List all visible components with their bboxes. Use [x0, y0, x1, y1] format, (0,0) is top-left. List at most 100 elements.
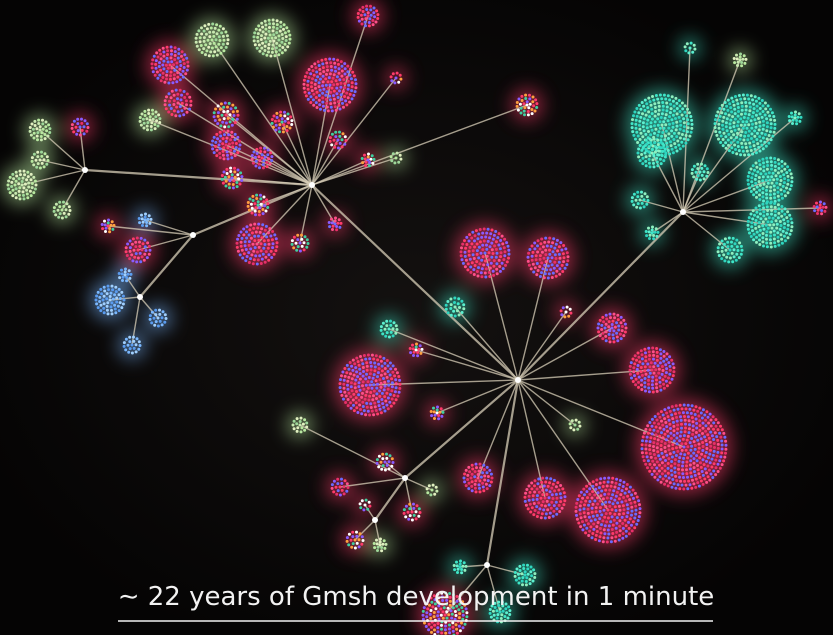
- file-node: [488, 258, 491, 261]
- file-node: [555, 257, 558, 260]
- file-node: [753, 129, 756, 132]
- file-node: [310, 81, 313, 84]
- file-node: [425, 625, 428, 628]
- file-node: [221, 142, 224, 145]
- file-node: [713, 450, 716, 453]
- file-node: [465, 469, 468, 472]
- file-node: [148, 245, 151, 248]
- file-node: [269, 34, 272, 37]
- file-node: [615, 478, 618, 481]
- file-node: [417, 515, 420, 518]
- file-node: [318, 99, 321, 102]
- file-node: [328, 225, 331, 228]
- file-node: [519, 569, 522, 572]
- file-node: [282, 130, 285, 133]
- file-node: [483, 479, 486, 482]
- file-node: [31, 186, 34, 189]
- file-node: [415, 349, 418, 352]
- file-node: [496, 252, 499, 255]
- file-node: [595, 506, 598, 509]
- file-node: [751, 115, 754, 118]
- file-node: [599, 535, 602, 538]
- file-node: [794, 114, 797, 117]
- file-node: [388, 467, 391, 470]
- file-node: [532, 104, 535, 107]
- file-node: [71, 123, 74, 126]
- file-node: [211, 144, 214, 147]
- file-node: [324, 77, 327, 80]
- file-node: [622, 485, 625, 488]
- file-node: [764, 114, 767, 117]
- file-node: [705, 481, 708, 484]
- file-node: [520, 112, 523, 115]
- file-node: [651, 418, 654, 421]
- file-node: [662, 350, 665, 353]
- file-node: [231, 118, 234, 121]
- file-node: [257, 155, 260, 158]
- file-node: [540, 261, 543, 264]
- file-node: [647, 369, 650, 372]
- file-node: [601, 503, 604, 506]
- file-node: [186, 111, 189, 114]
- file-node: [263, 204, 266, 207]
- file-node: [473, 257, 476, 260]
- file-node: [664, 421, 667, 424]
- file-node: [364, 377, 367, 380]
- file-node: [637, 155, 640, 158]
- file-node: [728, 114, 731, 117]
- file-node: [368, 164, 371, 167]
- file-node: [775, 219, 778, 222]
- file-node: [248, 209, 251, 212]
- file-node: [548, 237, 551, 240]
- file-node: [265, 54, 268, 57]
- file-node: [394, 368, 397, 371]
- file-node: [767, 182, 770, 185]
- file-node: [764, 218, 767, 221]
- file-node: [239, 171, 242, 174]
- file-node: [343, 86, 346, 89]
- file-node: [697, 174, 700, 177]
- file-node: [359, 502, 362, 505]
- file-node: [766, 160, 769, 163]
- file-node: [238, 148, 241, 151]
- file-node: [251, 231, 254, 234]
- file-node: [39, 125, 42, 128]
- file-node: [596, 514, 599, 517]
- file-node: [233, 114, 236, 117]
- file-node: [500, 617, 503, 620]
- file-node: [735, 259, 738, 262]
- file-node: [584, 515, 587, 518]
- file-node: [309, 72, 312, 75]
- file-node: [179, 89, 182, 92]
- file-node: [346, 76, 349, 79]
- file-node: [230, 131, 233, 134]
- file-node: [356, 375, 359, 378]
- file-node: [561, 264, 564, 267]
- file-node: [318, 85, 321, 88]
- file-node: [667, 462, 670, 465]
- file-node: [457, 568, 460, 571]
- file-node: [615, 321, 618, 324]
- file-node: [591, 490, 594, 493]
- file-node: [661, 112, 664, 115]
- file-node: [753, 214, 756, 217]
- file-node: [335, 109, 338, 112]
- file-node: [777, 195, 780, 198]
- file-node: [690, 131, 693, 134]
- file-node: [516, 105, 519, 108]
- file-node: [665, 152, 668, 155]
- file-node: [29, 130, 32, 133]
- file-node: [332, 490, 335, 493]
- file-node: [189, 104, 192, 107]
- file-node: [242, 228, 245, 231]
- file-node: [652, 354, 655, 357]
- file-node: [267, 51, 270, 54]
- file-node: [351, 85, 354, 88]
- file-node: [656, 139, 659, 142]
- file-node: [245, 230, 248, 233]
- file-node: [113, 224, 116, 227]
- file-node: [338, 135, 341, 138]
- file-node: [638, 124, 641, 127]
- file-node: [819, 201, 822, 204]
- file-node: [661, 131, 664, 134]
